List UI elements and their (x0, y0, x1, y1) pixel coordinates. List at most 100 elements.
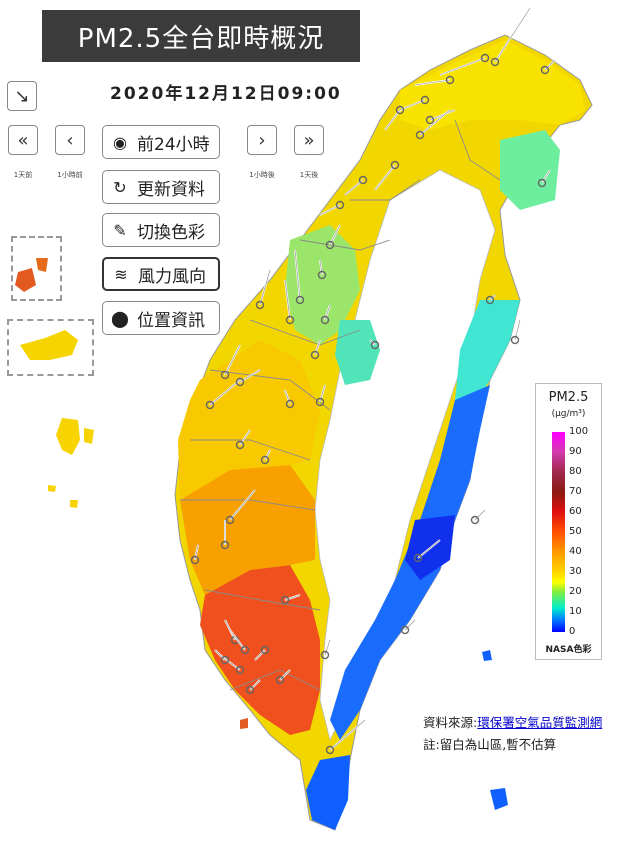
station-marker[interactable] (285, 315, 295, 325)
source-link[interactable]: 環保署空氣品質監測網 (477, 715, 603, 730)
legend-tick: 30 (569, 566, 582, 577)
station-marker[interactable] (235, 440, 245, 450)
wind-arrow-outline (324, 304, 331, 321)
station-marker[interactable] (260, 455, 270, 465)
southwest-high-zone (200, 565, 320, 735)
wind-arrow-outline (374, 164, 396, 191)
station-marker[interactable] (295, 295, 305, 305)
southern-tip-blue-zone (306, 755, 350, 830)
inset-matsu (11, 236, 62, 301)
next-day-button[interactable]: » (294, 125, 324, 155)
station-marker[interactable] (420, 95, 430, 105)
wind-arrow-toggle[interactable]: ↘ (7, 81, 37, 111)
legend-tick: 80 (569, 466, 582, 477)
station-marker[interactable] (490, 57, 500, 67)
location-info-label: 位置資訊 (137, 310, 205, 331)
station-marker[interactable] (255, 300, 265, 310)
station-marker[interactable] (415, 130, 425, 140)
penghu-islands (48, 418, 94, 508)
central-green-zone (285, 225, 360, 345)
station-marker[interactable] (320, 315, 330, 325)
wind-arrow-outline (399, 99, 426, 111)
station-marker[interactable] (400, 625, 410, 635)
station-marker[interactable] (358, 175, 368, 185)
wind-arrow-outline (319, 259, 323, 276)
station-marker[interactable] (310, 350, 320, 360)
station-marker[interactable] (225, 515, 235, 525)
central-west-zone (178, 340, 320, 500)
wind-direction-button[interactable]: ≋ 風力風向 (102, 257, 220, 291)
past-24-hours-label: 前24小時 (137, 134, 210, 155)
legend-tick: 10 (569, 606, 582, 617)
switch-color-button[interactable]: ✎ 切換色彩 (102, 213, 220, 247)
south-central-orange-zone (180, 465, 315, 595)
taiwan-island (174, 34, 593, 831)
station-marker[interactable] (425, 115, 435, 125)
inset-kinmen (7, 319, 94, 376)
station-marker[interactable] (413, 553, 423, 563)
station-marker[interactable] (537, 178, 547, 188)
legend-title: PM2.5 (548, 390, 589, 405)
station-marker[interactable] (280, 595, 290, 605)
page-title: PM2.5全台即時概況 (42, 10, 360, 62)
refresh-button[interactable]: ↻ 更新資料 (102, 170, 220, 204)
kinmen-islands (20, 330, 78, 360)
pm25-legend: PM2.5 (μg/m³) 100 90 80 70 60 50 40 30 2… (535, 383, 602, 660)
arrow-down-right-icon: ↘ (14, 85, 30, 107)
station-marker[interactable] (540, 65, 550, 75)
station-marker[interactable] (220, 540, 230, 550)
station-marker[interactable] (315, 397, 325, 407)
station-marker[interactable] (240, 645, 250, 655)
station-marker[interactable] (317, 270, 327, 280)
station-marker[interactable] (285, 399, 295, 409)
station-marker[interactable] (480, 53, 490, 63)
station-marker[interactable] (470, 515, 480, 525)
station-marker[interactable] (510, 335, 520, 345)
eyedropper-icon: ✎ (113, 220, 127, 240)
prev-hour-caption: 1小時前 (57, 171, 83, 179)
location-info-button[interactable]: ⬤ 位置資訊 (102, 301, 220, 335)
wind-arrow-outline (544, 59, 556, 71)
station-marker[interactable] (325, 745, 335, 755)
legend-tick: 40 (569, 546, 582, 557)
past-24-hours-button[interactable]: ◉ 前24小時 (102, 125, 220, 159)
double-chevron-left-icon: « (17, 129, 29, 151)
station-marker[interactable] (370, 340, 380, 350)
prev-hour-button[interactable]: ‹ (55, 125, 85, 155)
wind-arrow-outline (254, 649, 266, 661)
station-marker[interactable] (190, 555, 200, 565)
next-hour-button[interactable]: › (247, 125, 277, 155)
station-marker[interactable] (325, 240, 335, 250)
station-marker[interactable] (220, 655, 230, 665)
station-marker[interactable] (335, 200, 345, 210)
station-marker[interactable] (235, 377, 245, 387)
station-marker[interactable] (485, 295, 495, 305)
wind-arrow-outline (419, 109, 451, 136)
legend-color-bar (552, 432, 565, 632)
station-marker[interactable] (445, 75, 455, 85)
station-marker[interactable] (205, 400, 215, 410)
wind-arrow-outline (284, 389, 291, 405)
orchid-island (490, 788, 508, 810)
station-marker[interactable] (220, 370, 230, 380)
station-marker[interactable] (320, 650, 330, 660)
prev-day-button[interactable]: « (8, 125, 38, 155)
wind-arrow-outline (264, 449, 271, 461)
station-marker[interactable] (275, 675, 285, 685)
station-marker[interactable] (245, 685, 255, 695)
wind-arrow-outline (279, 669, 291, 681)
xiaoliuqiu-island (240, 718, 248, 729)
legend-tick: 60 (569, 506, 582, 517)
station-marker[interactable] (390, 160, 400, 170)
wind-arrow-outline (329, 719, 366, 751)
station-marker[interactable] (260, 645, 270, 655)
wind-arrow-outline (294, 249, 301, 301)
station-marker[interactable] (235, 665, 245, 675)
station-marker[interactable] (395, 105, 405, 115)
play-circle-icon: ◉ (113, 132, 127, 152)
wind-arrow-outline (284, 279, 291, 321)
legend-tick: 0 (569, 626, 576, 637)
timestamp: 2020年12月12日09:00 (110, 84, 342, 104)
legend-unit: (μg/m³) (551, 409, 586, 419)
